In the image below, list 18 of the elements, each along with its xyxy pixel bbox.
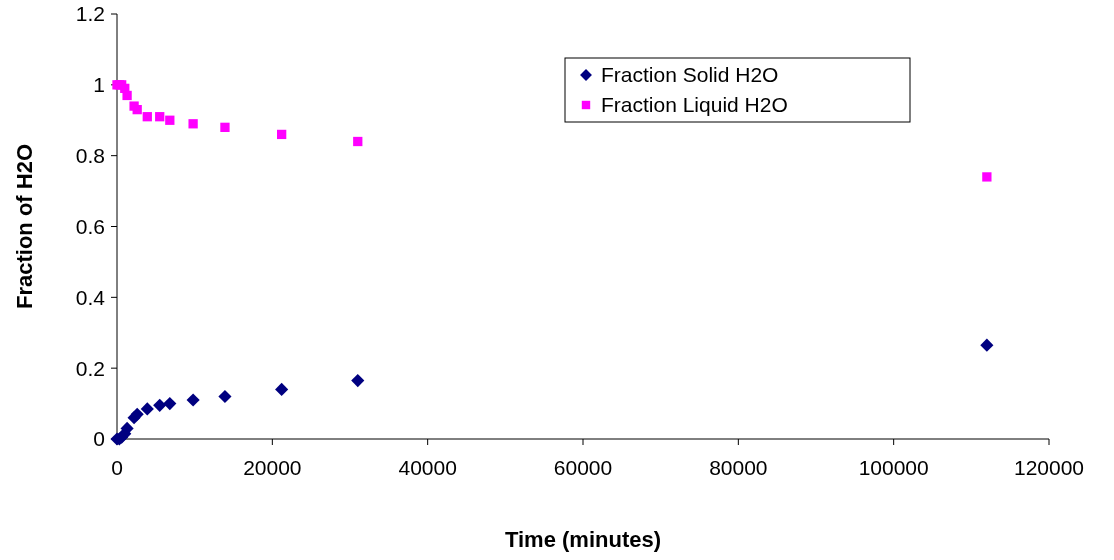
x-tick-label: 0 (111, 456, 123, 479)
x-tick-label: 60000 (553, 456, 613, 479)
y-tick-label: 1 (93, 73, 105, 97)
x-tick-label: 20000 (243, 456, 302, 479)
y-tick-label: 1.2 (75, 2, 105, 26)
y-tick-label: 0 (93, 427, 105, 451)
x-tick-label: 100000 (858, 456, 929, 479)
x-tick-label: 120000 (1013, 456, 1085, 479)
y-tick-label: 0.6 (75, 214, 105, 238)
y-axis-title: Fraction of H2O (12, 143, 37, 310)
legend-label: Fraction Liquid H2O (601, 93, 788, 117)
x-tick-label: 80000 (709, 456, 768, 479)
x-axis-title: Time (minutes) (504, 527, 662, 552)
x-tick-label: 40000 (398, 456, 457, 479)
y-tick-label: 0.4 (75, 285, 106, 309)
y-tick-label: 0.8 (75, 144, 105, 168)
y-tick-label: 0.2 (75, 356, 105, 380)
legend-label: Fraction Solid H2O (601, 63, 779, 87)
